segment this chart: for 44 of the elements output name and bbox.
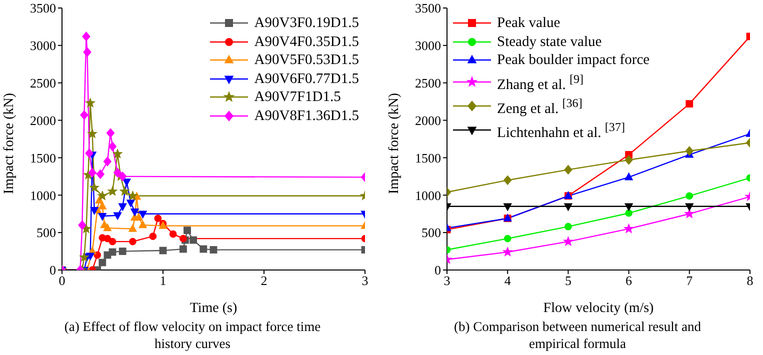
y-tick-label: 1500 [30,150,56,166]
y-tick-label: 3000 [30,38,56,54]
legend-label: A90V3F0.19D1.5 [254,14,359,32]
legend-label: A90V5F0.53D1.5 [254,51,359,70]
y-tick-label: 2000 [415,112,441,128]
legend-label: Peak boulder impact force [497,51,650,70]
y-tick-label: 2000 [30,112,56,128]
y-axis-title: Impact force (kN) [386,92,402,194]
y-tick-label: 500 [36,225,56,240]
legend-label: A90V8F1.36D1.5 [254,106,359,125]
y-tick-label: 1000 [415,188,441,203]
x-tick-label: 1 [160,273,166,288]
x-tick-label: 3 [444,273,450,288]
y-tick-label: 3500 [30,0,56,16]
x-tick-label: 3 [362,273,368,288]
legend-label: A90V7F1D1.5 [254,88,341,106]
y-tick-label: 1500 [415,150,441,166]
x-axis-title: Time (s) [190,301,238,316]
legend-label: Steady state value [497,32,602,51]
legend-label: Zhang et al. $^{[9]}$ [497,70,584,94]
y-tick-label: 1000 [30,188,56,203]
legend-label: A90V4F0.35D1.5 [254,32,359,51]
y-tick-label: 0 [50,262,56,278]
x-tick-label: 5 [564,273,572,288]
x-tick-label: 6 [626,273,633,288]
y-tick-label: 3500 [415,0,441,16]
legend-label: Lichtenhahn et al. $^{[37]}$ [497,119,626,142]
x-tick-label: 8 [746,273,754,288]
y-tick-label: 500 [422,225,441,240]
y-tick-label: 3000 [415,38,441,54]
legend-label: A90V6F0.77D1.5 [254,70,359,88]
x-tick-label: 7 [686,273,694,288]
y-tick-label: 0 [434,262,441,278]
y-tick-label: 2500 [30,75,56,90]
text: (a) Effect of flow velocity on impact force time history curves [63,318,322,352]
x-tick-label: 4 [504,273,512,288]
y-tick-label: 2500 [415,75,441,90]
legend-label: Zeng et al. $^{[36]}$ [497,94,582,118]
y-axis-title: Impact force (kN) [2,92,17,194]
text: (b) Comparison between numerical result and empirical formula [452,318,702,352]
legend-label: Peak value [497,14,560,32]
x-tick-label: 0 [58,273,66,288]
x-axis-title: Flow velocity (m/s) [543,301,654,316]
x-tick-label: 2 [260,273,268,288]
